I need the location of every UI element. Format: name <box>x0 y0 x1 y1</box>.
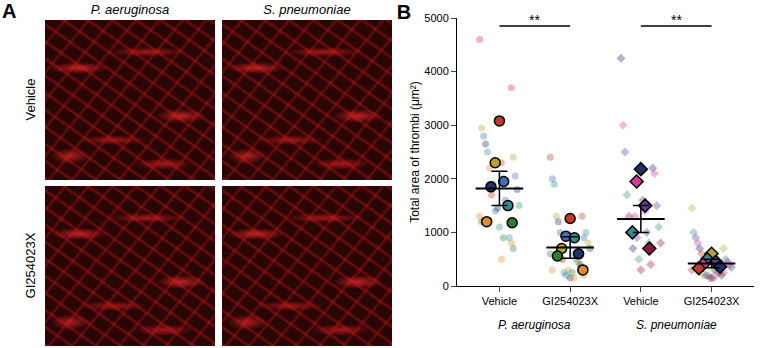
svg-text:4000: 4000 <box>424 65 448 77</box>
svg-text:GI254023X: GI254023X <box>684 295 740 307</box>
svg-text:**: ** <box>529 12 540 28</box>
svg-text:Vehicle: Vehicle <box>482 295 517 307</box>
svg-text:1000: 1000 <box>424 226 448 238</box>
svg-text:Vehicle: Vehicle <box>623 295 658 307</box>
svg-text:P. aeruginosa: P. aeruginosa <box>498 318 571 332</box>
svg-text:0: 0 <box>443 280 449 292</box>
html-text:S. pneumoniae: S. pneumoniae <box>263 2 351 17</box>
svg-text:GI254023X: GI254023X <box>542 295 598 307</box>
svg-text:2000: 2000 <box>424 173 448 185</box>
html-text:Vehicle: Vehicle <box>22 78 38 121</box>
svg-text:Total area of thrombi (μm²): Total area of thrombi (μm²) <box>408 81 422 223</box>
html-text:GI254023X: GI254023X <box>22 232 38 299</box>
html-text:A: A <box>2 0 17 22</box>
svg-text:B: B <box>397 1 411 23</box>
svg-text:S. pneumoniae: S. pneumoniae <box>636 318 717 332</box>
svg-text:3000: 3000 <box>424 119 448 131</box>
html-text:P. aeruginosa: P. aeruginosa <box>90 2 170 17</box>
svg-text:5000: 5000 <box>424 12 448 24</box>
svg-text:**: ** <box>671 12 682 28</box>
